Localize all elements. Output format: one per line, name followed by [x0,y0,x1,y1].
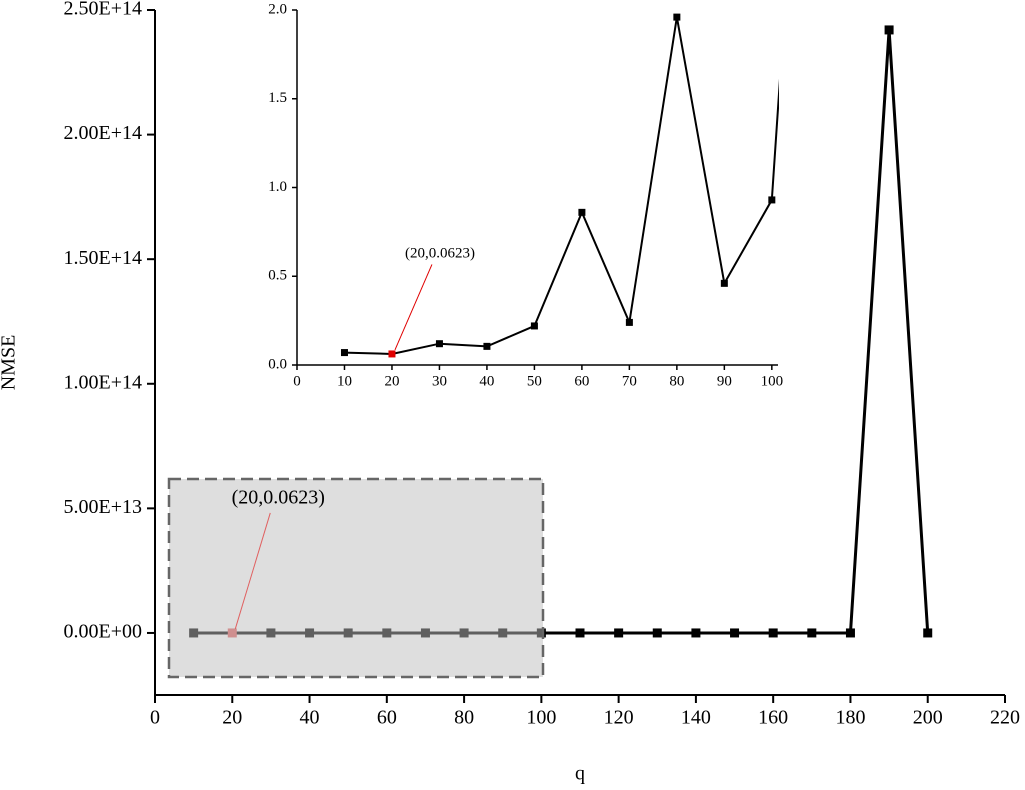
y-axis-label: NMSE [0,335,20,391]
y-tick-label: 1.0 [268,179,287,195]
x-tick-label: 180 [835,707,865,729]
x-tick-label: 10 [337,373,352,389]
x-tick-label: 20 [222,707,242,729]
data-point [625,318,633,326]
x-tick-label: 50 [527,373,542,389]
data-point [575,628,585,638]
x-tick-label: 160 [758,707,788,729]
x-tick-label: 40 [479,373,494,389]
x-tick-label: 100 [761,373,784,389]
x-tick-label: 90 [717,373,732,389]
data-point [884,25,894,35]
x-tick-label: 120 [604,707,634,729]
x-tick-label: 30 [432,373,447,389]
annotation-text: (20,0.0623) [405,245,475,261]
data-point [768,628,778,638]
annotation-leader [234,512,271,630]
x-tick-label: 0 [150,707,160,729]
data-point [530,322,538,330]
x-tick-label: 70 [622,373,637,389]
data-point [340,349,348,357]
data-point [720,279,728,287]
x-tick-label: 140 [681,707,711,729]
y-tick-label: 1.5 [268,90,287,106]
data-point [807,628,817,638]
data-point [768,196,776,204]
annotation-leader [394,264,433,351]
x-tick-label: 40 [300,707,320,729]
x-tick-label: 100 [526,707,556,729]
x-tick-label: 200 [913,707,943,729]
y-tick-label: 5.00E+13 [64,496,143,518]
data-point [673,13,681,21]
y-tick-label: 1.00E+14 [64,371,143,393]
data-point [483,342,491,350]
data-point [652,628,662,638]
y-tick-label: 2.0 [268,1,287,17]
data-point [578,208,586,216]
data-point [435,340,443,348]
x-tick-label: 60 [574,373,589,389]
y-tick-label: 0.5 [268,268,287,284]
x-tick-label: 60 [377,707,397,729]
y-tick-label: 2.00E+14 [64,122,143,144]
y-tick-label: 1.50E+14 [64,247,143,269]
data-point [691,628,701,638]
data-point [614,628,624,638]
y-tick-label: 2.50E+14 [64,0,143,20]
data-point [388,350,396,358]
zoom-box [167,477,545,679]
inset-chart: 0 10 20 30 40 50 60 70 80 90 100 0.0 0.5 1.0 1.5 2.0 (20… [268,1,784,389]
plot-area [340,13,779,358]
x-tick-label: 20 [384,373,399,389]
data-point [730,628,740,638]
x-tick-label: 80 [454,707,474,729]
x-axis-label: q [575,763,585,785]
x-tick-label: 80 [669,373,684,389]
data-point [923,628,933,638]
inset-background [295,8,780,367]
annotation-text: (20,0.0623) [232,487,325,509]
x-tick-label: 0 [293,373,301,389]
y-tick-label: 0.00E+00 [64,621,143,643]
y-tick-label: 0.0 [268,356,287,372]
data-point [845,628,855,638]
x-tick-label: 220 [990,707,1020,729]
